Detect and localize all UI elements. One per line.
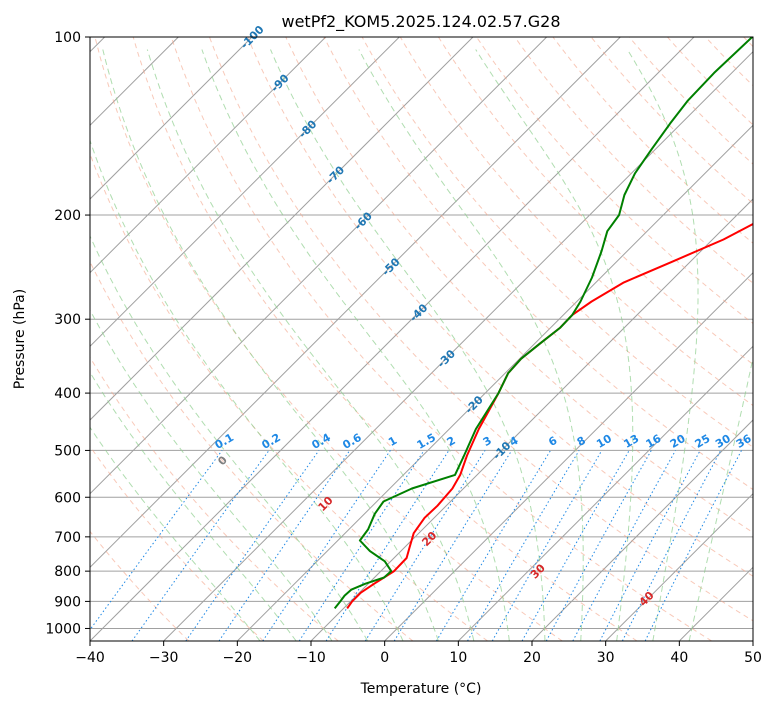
isotherm-line <box>531 419 753 641</box>
isotherm-line <box>90 37 253 200</box>
moist-adiabat-line <box>270 49 546 641</box>
isotherm-line <box>90 37 621 569</box>
moist-adiabat-line <box>90 309 333 641</box>
dewpoint-profile-line <box>333 37 753 610</box>
dry-adiabat-line <box>90 260 414 641</box>
background-lines <box>90 37 753 641</box>
isotherm-line <box>90 37 474 421</box>
x-tick-label: 20 <box>523 650 541 666</box>
sounding-profiles <box>333 37 753 610</box>
y-tick-label: 400 <box>54 386 81 402</box>
dry-adiabat-line <box>90 530 190 641</box>
mixing-ratio-line <box>521 450 630 641</box>
x-tick-label: 0 <box>380 650 389 666</box>
moist-adiabat-line <box>102 49 439 641</box>
x-tick-label: −10 <box>296 650 326 666</box>
dry-adiabat-line <box>90 152 488 641</box>
isotherm-line <box>605 492 753 641</box>
mixing-ratio-line <box>262 450 391 641</box>
moist-adiabat-line <box>475 49 634 641</box>
y-tick-label: 700 <box>54 530 81 546</box>
isotherm-line <box>384 271 753 641</box>
isotherm-line <box>163 50 753 641</box>
moist-adiabat-line <box>90 426 261 641</box>
plot-frame <box>89 36 754 642</box>
moist-adiabat-line <box>90 371 297 641</box>
mixing-ratio-line <box>325 450 450 641</box>
moist-adiabat-line <box>90 234 369 641</box>
isotherm-line <box>457 345 753 641</box>
dry-adiabat-line <box>170 37 712 641</box>
x-tick-label: 10 <box>449 650 467 666</box>
dry-adiabat-line <box>437 37 753 365</box>
dry-adiabat-line <box>323 37 753 491</box>
y-tick-label: 800 <box>54 564 81 580</box>
dry-adiabat-line <box>361 37 753 448</box>
moist-adiabat-line <box>146 49 475 641</box>
x-axis-ticks: −40 −30 −20 −10 0 10 20 30 40 50 <box>75 641 762 666</box>
x-tick-label: −40 <box>75 650 105 666</box>
mixing-ratio-line <box>90 450 223 631</box>
mixing-ratio-line <box>644 450 742 641</box>
y-tick-label: 300 <box>54 312 81 328</box>
mixing-ratio-line <box>393 450 513 641</box>
y-tick-label: 100 <box>54 30 81 46</box>
dry-adiabat-line <box>285 37 753 534</box>
isotherm-line <box>236 124 753 641</box>
x-tick-label: −20 <box>223 650 253 666</box>
y-axis-ticks: 1000 900 800 700 600 500 400 300 200 100 <box>45 30 90 637</box>
x-tick-label: 50 <box>744 650 762 666</box>
mixing-ratio-line <box>131 450 270 641</box>
y-axis-label: Pressure (hPa) <box>12 289 28 389</box>
dry-adiabat-line <box>399 37 753 407</box>
isotherm-line <box>90 37 327 274</box>
y-tick-label: 900 <box>54 594 81 610</box>
y-tick-label: 500 <box>54 443 81 459</box>
moist-adiabat-line <box>90 138 404 641</box>
isotherm-line <box>90 37 695 641</box>
y-tick-label: 1000 <box>45 621 81 637</box>
moist-adiabat-line <box>201 49 510 641</box>
mixing-ratio-line <box>185 450 320 641</box>
y-tick-label: 200 <box>54 208 81 224</box>
x-tick-label: 40 <box>670 650 688 666</box>
moist-adiabat-line <box>626 49 699 641</box>
y-tick-label: 600 <box>54 490 81 506</box>
x-tick-label: −30 <box>149 650 179 666</box>
mixing-ratio-line <box>218 450 351 641</box>
isotherm-line <box>90 37 400 348</box>
dry-adiabat-line <box>132 37 638 641</box>
mixing-ratio-line <box>621 450 722 641</box>
dry-adiabat-line <box>208 37 753 622</box>
dry-adiabat-line <box>247 37 753 577</box>
mixing-ratio-line <box>572 450 676 641</box>
mixing-ratio-line <box>298 450 425 641</box>
mixing-ratio-line <box>545 450 652 641</box>
isotherm-line <box>90 37 548 495</box>
moist-adiabat-line <box>688 355 753 641</box>
chart-title: wetPf2_KOM5.2025.124.02.57.G28 <box>281 12 560 32</box>
x-tick-label: 30 <box>597 650 615 666</box>
x-axis-label: Temperature (°C) <box>360 681 482 697</box>
